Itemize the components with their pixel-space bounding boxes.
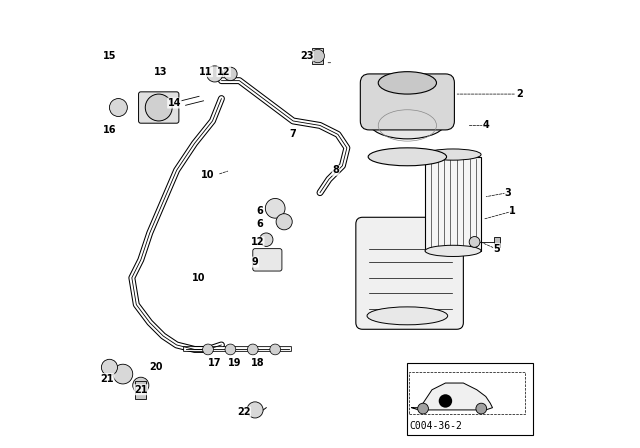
Text: 1: 1: [509, 206, 516, 215]
Text: 11: 11: [199, 67, 212, 77]
Circle shape: [207, 66, 223, 82]
Text: 12: 12: [217, 67, 230, 77]
Text: 13: 13: [154, 67, 168, 77]
Circle shape: [276, 214, 292, 230]
Circle shape: [203, 344, 213, 355]
Circle shape: [476, 403, 486, 414]
Text: 6: 6: [256, 206, 263, 215]
Circle shape: [439, 394, 452, 408]
Ellipse shape: [368, 103, 447, 139]
Circle shape: [109, 99, 127, 116]
Text: 16: 16: [102, 125, 116, 135]
Ellipse shape: [378, 72, 436, 94]
Text: 20: 20: [150, 362, 163, 372]
Text: 8: 8: [332, 165, 339, 175]
Text: 4: 4: [483, 121, 489, 130]
Circle shape: [247, 402, 263, 418]
Text: 17: 17: [208, 358, 221, 368]
Ellipse shape: [367, 307, 448, 325]
Bar: [425, 157, 481, 251]
Circle shape: [266, 198, 285, 218]
Text: 23: 23: [300, 51, 314, 61]
Polygon shape: [412, 383, 493, 410]
FancyBboxPatch shape: [312, 48, 323, 64]
Text: 6: 6: [256, 219, 263, 229]
Text: 10: 10: [201, 170, 215, 180]
Text: 2: 2: [516, 89, 523, 99]
Text: 18: 18: [250, 358, 264, 368]
Bar: [407, 363, 532, 435]
Bar: [409, 372, 525, 414]
Text: 9: 9: [252, 257, 259, 267]
Circle shape: [101, 359, 118, 375]
Text: 22: 22: [237, 407, 251, 417]
Text: 5: 5: [493, 244, 500, 254]
FancyBboxPatch shape: [135, 381, 147, 399]
Text: C004-36-2: C004-36-2: [409, 422, 462, 431]
Text: 10: 10: [192, 273, 206, 283]
Circle shape: [311, 49, 324, 63]
Ellipse shape: [368, 148, 447, 166]
Ellipse shape: [425, 149, 481, 160]
Circle shape: [224, 67, 237, 81]
Circle shape: [418, 403, 428, 414]
FancyBboxPatch shape: [139, 92, 179, 123]
FancyBboxPatch shape: [493, 237, 500, 247]
Text: 19: 19: [228, 358, 242, 368]
Circle shape: [132, 377, 149, 393]
FancyBboxPatch shape: [356, 217, 463, 329]
Circle shape: [248, 344, 258, 355]
Circle shape: [469, 237, 480, 247]
Circle shape: [113, 364, 132, 384]
Text: 21: 21: [134, 385, 148, 395]
Text: 3: 3: [505, 188, 511, 198]
FancyBboxPatch shape: [360, 74, 454, 130]
Text: 14: 14: [168, 98, 181, 108]
Text: 21: 21: [100, 374, 114, 383]
Circle shape: [145, 94, 172, 121]
Circle shape: [270, 344, 280, 355]
FancyBboxPatch shape: [253, 249, 282, 271]
Circle shape: [260, 233, 273, 246]
Ellipse shape: [425, 246, 481, 256]
Circle shape: [225, 344, 236, 355]
Text: 15: 15: [102, 51, 116, 61]
Text: 12: 12: [250, 237, 264, 247]
Text: 7: 7: [290, 129, 296, 139]
